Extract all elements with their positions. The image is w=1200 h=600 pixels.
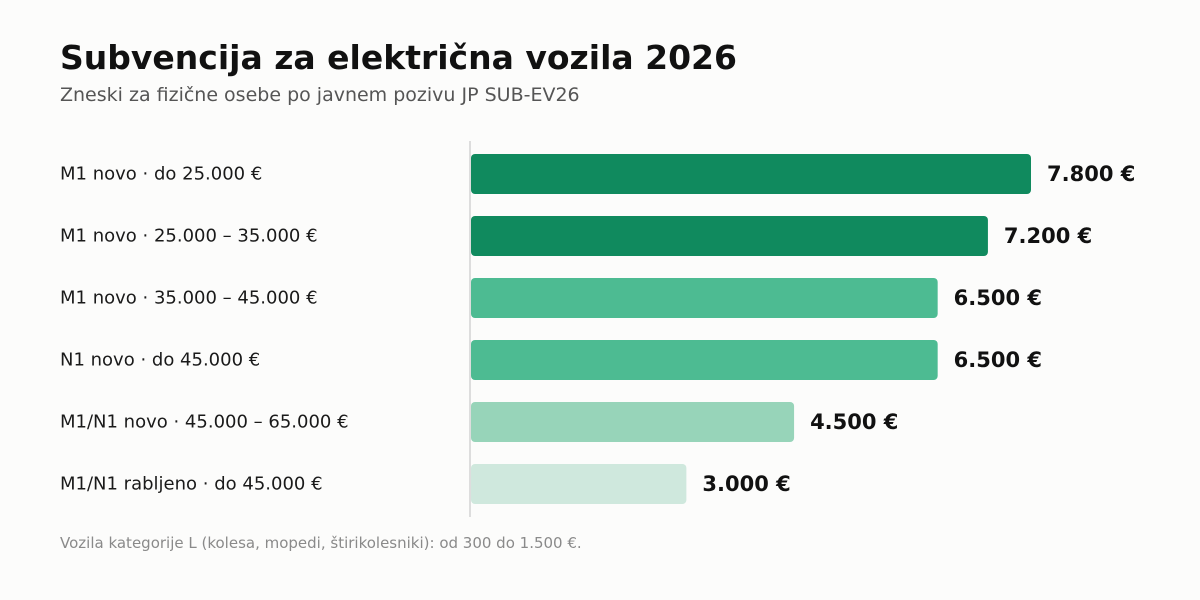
bar <box>471 402 795 442</box>
category-label: M1 novo · 25.000 – 35.000 € <box>60 226 318 247</box>
value-label: 3.000 € <box>702 472 790 496</box>
value-label: 6.500 € <box>954 286 1042 310</box>
value-label: 6.500 € <box>954 348 1042 372</box>
bar <box>471 216 988 256</box>
bar <box>471 340 938 380</box>
bar <box>471 464 687 504</box>
value-label: 7.800 € <box>1047 162 1135 186</box>
bar <box>471 154 1031 194</box>
category-label: M1/N1 rabljeno · do 45.000 € <box>60 474 323 495</box>
category-label: M1 novo · 35.000 – 45.000 € <box>60 288 318 309</box>
category-label: N1 novo · do 45.000 € <box>60 350 260 371</box>
value-label: 4.500 € <box>810 410 898 434</box>
chart-footnote: Vozila kategorije L (kolesa, mopedi, šti… <box>60 534 582 552</box>
category-label: M1 novo · do 25.000 € <box>60 164 262 185</box>
chart-title: Subvencija za električna vozila 2026 <box>60 38 737 77</box>
category-label: M1/N1 novo · 45.000 – 65.000 € <box>60 412 349 433</box>
chart-subtitle: Zneski za fizične osebe po javnem pozivu… <box>60 84 580 106</box>
value-label: 7.200 € <box>1004 224 1092 248</box>
bar <box>471 278 938 318</box>
bars-group: M1 novo · do 25.000 € 7.800 € M1 novo · 25… <box>60 154 1135 504</box>
